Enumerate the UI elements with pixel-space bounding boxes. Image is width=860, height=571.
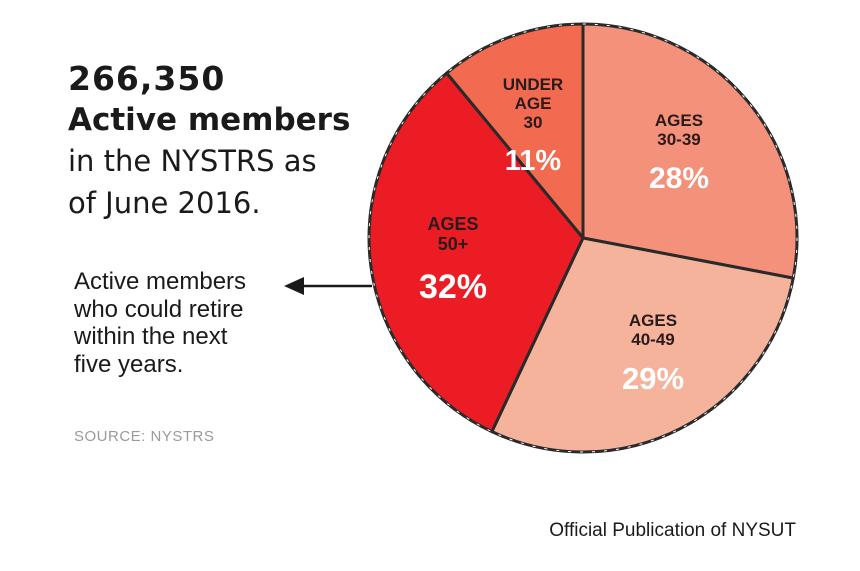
member-count: 266,350 [68, 59, 226, 98]
source-note: SOURCE: NYSTRS [74, 428, 215, 445]
slice-value-label: 28% [649, 162, 709, 195]
slice-category-label: AGES [427, 214, 478, 234]
slice-category-label: 40-49 [631, 330, 674, 349]
slice-category-label: 30-39 [657, 130, 700, 149]
slice-value-label: 11% [505, 145, 562, 177]
slice-value-label: 32% [419, 268, 487, 306]
publication-credit: Official Publication of NYSUT [549, 520, 796, 541]
headline-line-1: in the NYSTRS as [68, 144, 317, 178]
headline: 266,350 Active members in the NYSTRS as … [68, 58, 368, 224]
arrow-left-icon [284, 277, 372, 295]
note-line-4: five years. [74, 350, 184, 378]
pie-outline-texture [368, 23, 798, 453]
slice-value-label: 29% [622, 361, 684, 396]
slice-category-label: AGE [515, 94, 552, 113]
slice-category-label: 30 [524, 113, 543, 132]
headline-emphasis: Active members [68, 102, 351, 138]
pie-slice [490, 236, 795, 454]
slice-category-label: 50+ [438, 234, 469, 254]
slice-category-label: UNDER [503, 75, 563, 94]
headline-line-2: of June 2016. [68, 186, 261, 220]
note-line-2: who could retire [74, 295, 244, 323]
slice-category-label: AGES [655, 111, 703, 130]
pie-slice [581, 22, 799, 280]
slice-category-label: AGES [629, 311, 677, 330]
note-line-3: within the next [74, 323, 228, 350]
note-line-1: Active members [74, 268, 247, 295]
retire-note: Active members who could retire within t… [74, 268, 284, 378]
